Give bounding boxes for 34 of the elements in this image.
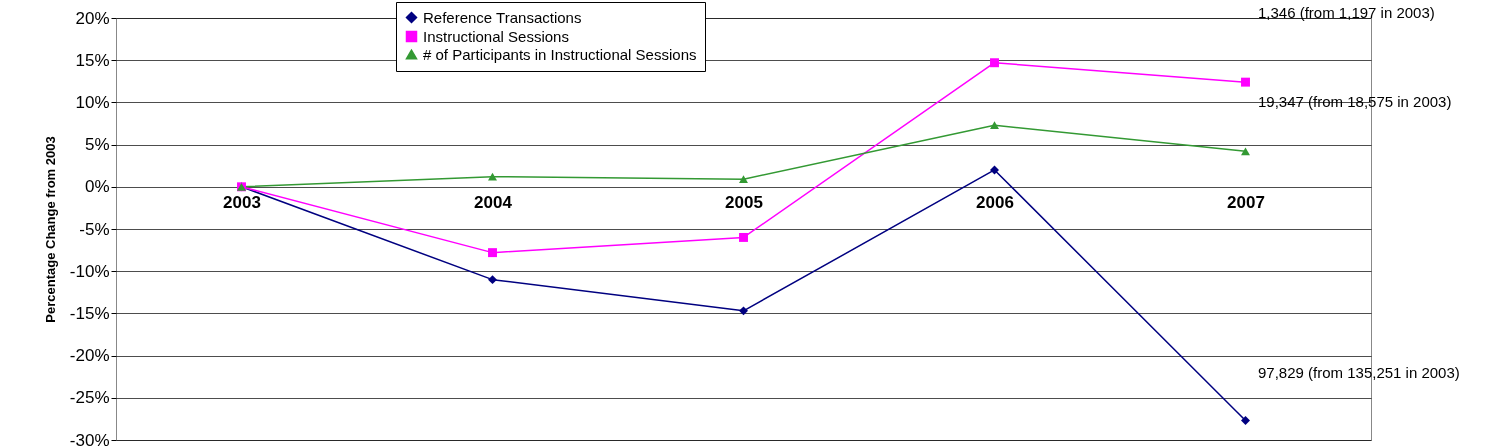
x-tick-label: 2006 <box>976 193 1014 213</box>
point <box>739 232 748 242</box>
y-tick-label: 15% <box>75 50 110 70</box>
legend-label: # of Participants in Instructional Sessions <box>423 45 697 63</box>
y-axis-title: Percentage Change from 2003 <box>42 136 58 323</box>
y-tick-label: 0% <box>84 177 110 197</box>
point <box>1241 416 1250 426</box>
x-tick-label: 2004 <box>474 193 513 213</box>
point <box>1241 77 1250 87</box>
x-tick-label: 2007 <box>1227 193 1265 213</box>
y-tick-label: -30% <box>69 430 110 448</box>
y-tick-label: -10% <box>69 261 110 281</box>
y-tick-label: 5% <box>84 135 110 155</box>
point <box>990 121 999 130</box>
annotation: 97,829 (from 135,251 in 2003) <box>1258 364 1460 381</box>
point <box>488 172 497 181</box>
legend-label: Instructional Sessions <box>423 27 569 45</box>
y-tick-label: -5% <box>79 219 110 239</box>
y-tick-label: -20% <box>69 346 110 366</box>
point <box>488 248 497 258</box>
y-tick-label: -15% <box>69 303 110 323</box>
y-tick-label: 20% <box>75 8 110 28</box>
annotation: 1,346 (from 1,197 in 2003) <box>1258 4 1435 21</box>
point <box>990 165 999 175</box>
point <box>990 58 999 68</box>
y-tick-label: 10% <box>75 92 110 112</box>
x-tick-label: 2005 <box>725 193 763 213</box>
point <box>1241 147 1250 156</box>
y-tick-label: -25% <box>69 388 110 408</box>
x-tick-label: 2003 <box>223 193 261 213</box>
point <box>739 175 748 184</box>
legend-label: Reference Transactions <box>423 8 582 26</box>
point <box>488 275 497 285</box>
point <box>739 306 748 316</box>
